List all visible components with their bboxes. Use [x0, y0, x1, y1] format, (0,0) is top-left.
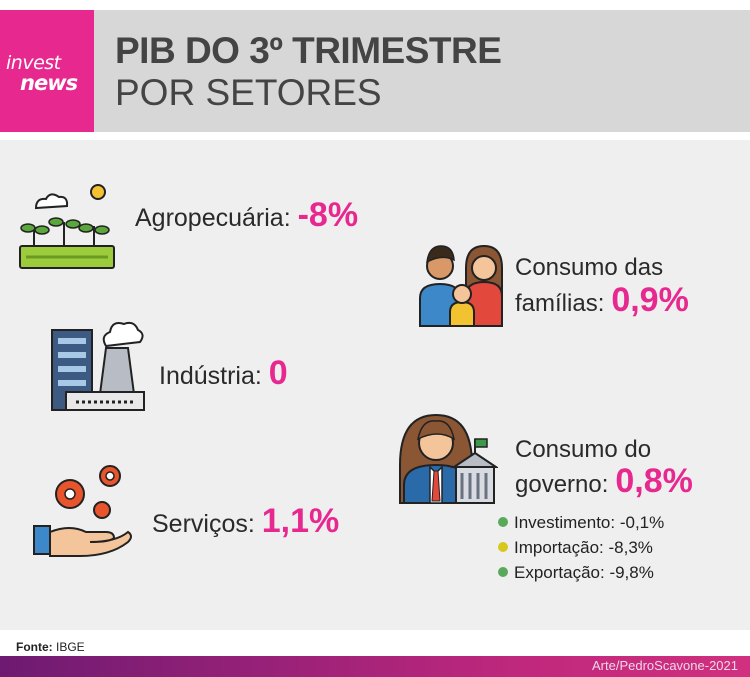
servicos-text: Serviços: 1,1% [152, 504, 339, 538]
servicos-label: Serviços: [152, 510, 255, 538]
exportacao-item: Exportação: -9,8% [498, 564, 654, 581]
governo-text: governo: 0,8% [515, 464, 693, 498]
familias-text: famílias: 0,9% [515, 283, 689, 317]
header: invest news PIB DO 3º TRIMESTRE POR SETO… [0, 10, 750, 132]
yellow-dot-icon [498, 542, 508, 552]
government-icon [399, 413, 498, 504]
factory-icon [51, 321, 145, 411]
investnews-logo: invest news [0, 10, 94, 132]
plants-icon [19, 184, 115, 269]
agro-label: Agropecuária: [135, 204, 291, 232]
exportacao-label: Exportação: -9,8% [514, 563, 654, 582]
servicos-value: 1,1% [261, 502, 340, 540]
familias-value: 0,9% [611, 281, 689, 319]
investimento-item: Investimento: -0,1% [498, 514, 664, 531]
source-value: IBGE [56, 640, 85, 654]
gears-hand-icon [33, 465, 132, 557]
governo-line1: Consumo do [515, 436, 652, 463]
agro-text: Agropecuária: -8% [135, 198, 358, 232]
source-label: Fonte: [16, 640, 53, 654]
governo-value: 0,8% [615, 462, 693, 500]
source-note: Fonte: IBGE [16, 640, 85, 654]
art-credit: Arte/PedroScavone-2021 [592, 658, 738, 673]
industria-value: 0 [268, 354, 288, 392]
agro-value: -8% [297, 196, 359, 234]
investimento-label: Investimento: -0,1% [514, 513, 665, 532]
familias-line1: Consumo das [515, 254, 664, 281]
page-subtitle: POR SETORES [115, 72, 382, 113]
footer-bar: Arte/PedroScavone-2021 [0, 656, 750, 677]
governo-label: governo: [515, 471, 609, 498]
green-dot-icon [498, 567, 508, 577]
importacao-label: Importação: -8,3% [514, 538, 653, 557]
logo-line2: news [20, 71, 78, 95]
industria-label: Indústria: [159, 362, 262, 390]
logo-line1: invest [6, 52, 61, 74]
importacao-item: Importação: -8,3% [498, 539, 653, 556]
page-title: PIB DO 3º TRIMESTRE [115, 30, 502, 71]
family-icon [419, 244, 503, 327]
familias-label: famílias: [515, 290, 605, 317]
industria-text: Indústria: 0 [159, 356, 288, 390]
green-dot-icon [498, 517, 508, 527]
